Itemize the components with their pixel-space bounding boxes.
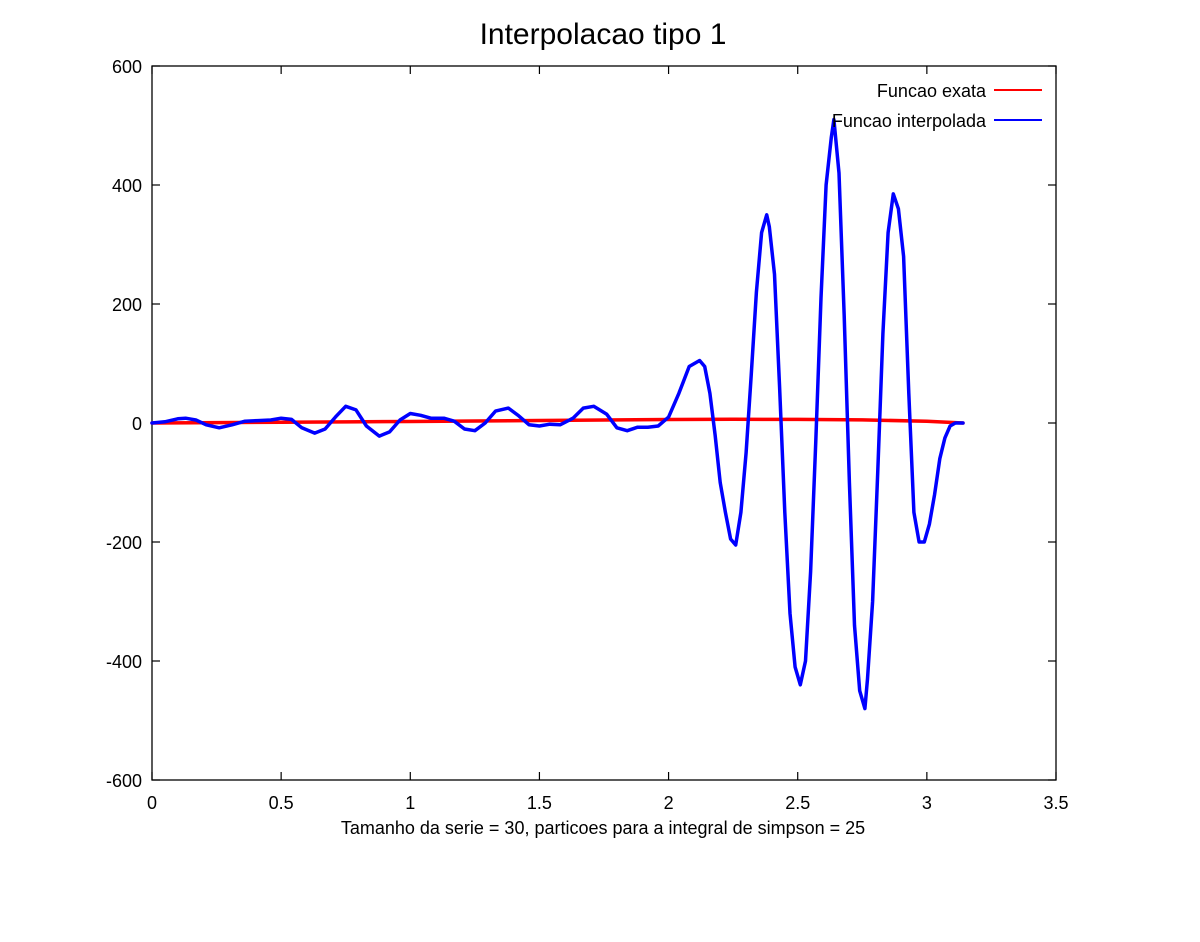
x-tick-label: 0 (147, 793, 157, 813)
y-tick-label: 600 (112, 57, 142, 77)
x-tick-label: 1.5 (527, 793, 552, 813)
legend-label: Funcao interpolada (832, 111, 987, 131)
y-tick-label: -400 (106, 652, 142, 672)
legend-label: Funcao exata (877, 81, 987, 101)
y-tick-label: 200 (112, 295, 142, 315)
x-tick-label: 2.5 (785, 793, 810, 813)
chart-title: Interpolacao tipo 1 (480, 18, 727, 51)
x-tick-label: 0.5 (269, 793, 294, 813)
y-tick-label: -600 (106, 771, 142, 791)
series-line-funcao-interpolada (150, 117, 965, 711)
legend: Funcao exata Funcao interpolada (832, 81, 1042, 131)
axis-ticks: 0 0.5 1 1.5 2 2.5 3 3.5 600 400 200 0 -200 -400 -600 (106, 57, 1069, 813)
x-tick-label: 2 (664, 793, 674, 813)
x-tick-label: 3 (922, 793, 932, 813)
x-axis-label: Tamanho da serie = 30, particoes para a … (341, 818, 865, 838)
x-tick-label: 3.5 (1043, 793, 1068, 813)
x-tick-label: 1 (405, 793, 415, 813)
y-tick-label: -200 (106, 533, 142, 553)
y-tick-label: 400 (112, 176, 142, 196)
y-tick-label: 0 (132, 414, 142, 434)
series-lines (150, 117, 965, 711)
